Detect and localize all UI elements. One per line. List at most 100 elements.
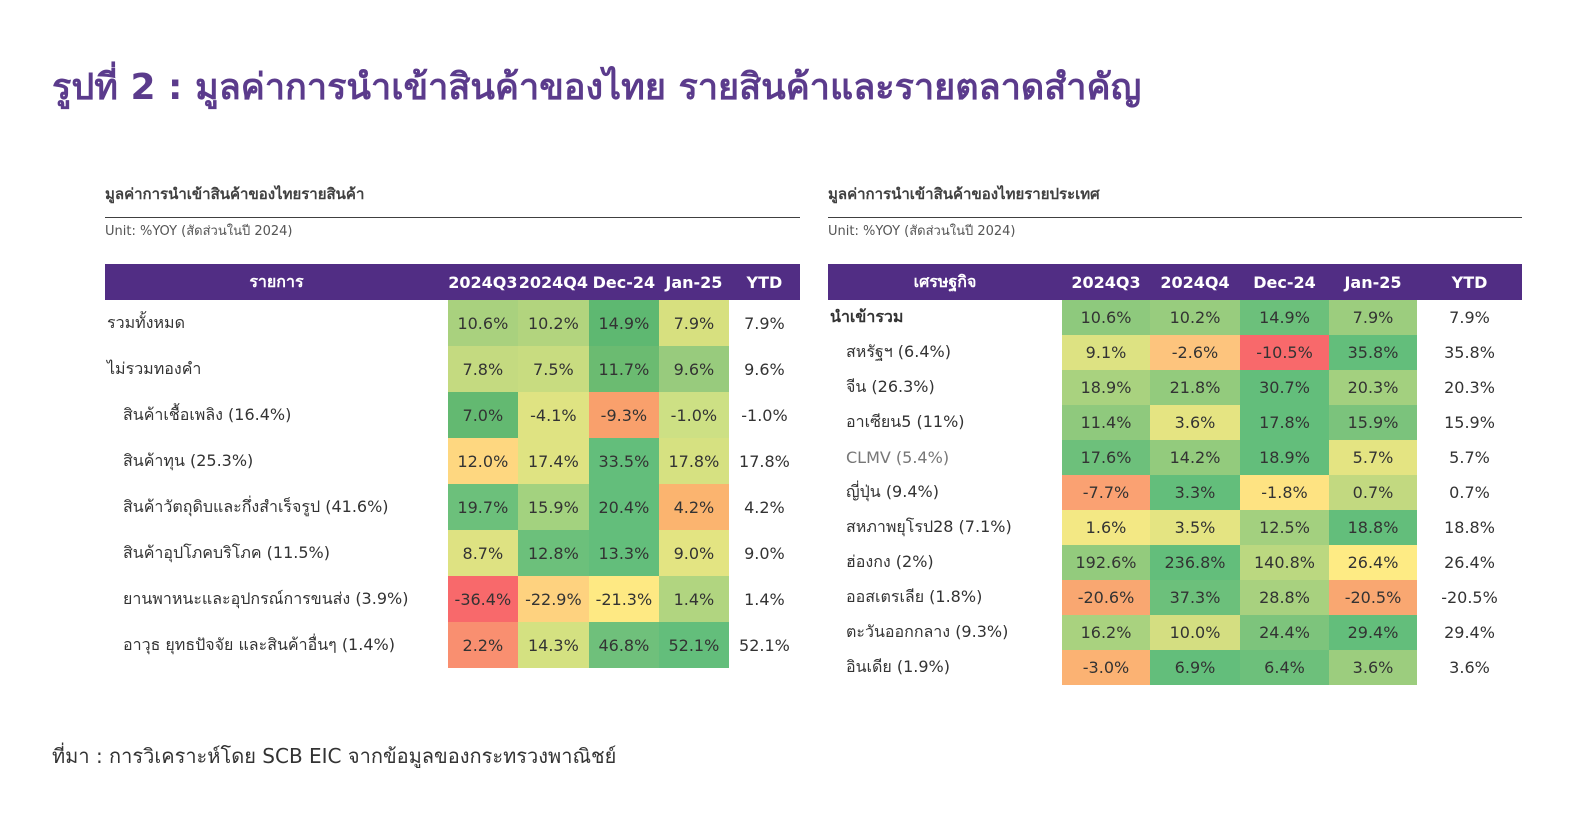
product-col-header: Jan-25 [658,264,729,300]
figure-title: รูปที่ 2 : มูลค่าการนำเข้าสินค้าของไทย ร… [52,67,1142,108]
country-heat-cell: 5.7% [1329,440,1417,475]
country-unit-label: Unit: %YOY (สัดส่วนในปี 2024) [828,224,1016,239]
country-heat-cell: 9.1% [1062,335,1150,370]
country-row: นำเข้ารวม 10.6% 10.2% 14.9% 7.9% 7.9% [828,300,1522,335]
country-heat-cell: -20.5% [1329,580,1417,615]
country-row-label: ออสเตรเลีย (1.8%) [846,587,983,606]
country-heat-cell: 24.4% [1240,615,1329,650]
product-heat-cell: -9.3% [588,392,659,438]
product-heatmap-table: รายการ 2024Q3 2024Q4 Dec-24 Jan-25 YTD ร… [105,264,800,668]
country-heat-cell: 11.4% [1062,405,1150,440]
product-row-label: อาวุธ ยุทธปัจจัย และสินค้าอื่นๆ (1.4%) [123,634,395,654]
product-panel: มูลค่าการนำเข้าสินค้าของไทยรายสินค้า Uni… [105,183,800,668]
country-ytd-cell: 29.4% [1417,615,1522,650]
product-row: อาวุธ ยุทธปัจจัย และสินค้าอื่นๆ (1.4%) 2.… [105,622,800,668]
product-heat-cell: 7.5% [517,346,589,392]
product-heat-cell: 46.8% [588,622,659,668]
country-header-label: เศรษฐกิจ [828,264,1062,300]
country-heat-cell: 7.9% [1329,300,1417,335]
product-header-row: รายการ 2024Q3 2024Q4 Dec-24 Jan-25 YTD [105,264,800,300]
country-row: ฮ่องกง (2%) 192.6% 236.8% 140.8% 26.4% 26.4% [828,545,1522,580]
country-heat-cell: 35.8% [1329,335,1417,370]
country-heat-cell: -1.8% [1240,475,1329,510]
product-row: ยานพาหนะและอุปกรณ์การขนส่ง (3.9%) -36.4% -… [105,576,800,622]
product-heat-cell: 7.8% [447,346,518,392]
country-heat-cell: 1.6% [1062,510,1150,545]
country-heat-cell: 18.8% [1329,510,1417,545]
country-heat-cell: 10.6% [1062,300,1150,335]
product-ytd-cell: 9.6% [728,346,800,392]
country-heat-cell: 20.3% [1329,370,1417,405]
product-row: สินค้าเชื้อเพลิง (16.4%) 7.0% -4.1% -9.3% -1… [105,392,800,438]
product-heat-cell: 12.0% [447,438,518,484]
country-heat-cell: -10.5% [1240,335,1329,370]
product-heat-cell: -1.0% [658,392,729,438]
country-heat-cell: 236.8% [1150,545,1240,580]
product-row-label: สินค้าวัตถุดิบและกึ่งสำเร็จรูป (41.6%) [123,496,389,516]
product-heat-cell: 52.1% [658,622,729,668]
country-row: สหรัฐฯ (6.4%) 9.1% -2.6% -10.5% 35.8% 35.8% [828,335,1522,370]
product-row-label: ไม่รวมทองคำ [107,358,202,378]
country-col-header: YTD [1417,264,1522,300]
country-heat-cell: 37.3% [1150,580,1240,615]
product-heat-cell: -21.3% [588,576,659,622]
product-col-header: Dec-24 [588,264,659,300]
product-row: สินค้าวัตถุดิบและกึ่งสำเร็จรูป (41.6%) 19… [105,484,800,530]
product-row-label: รวมทั้งหมด [107,312,185,332]
country-heat-cell: 30.7% [1240,370,1329,405]
country-col-header: 2024Q4 [1150,264,1240,300]
country-ytd-cell: 20.3% [1417,370,1522,405]
country-ytd-cell: 15.9% [1417,405,1522,440]
country-heat-cell: 3.3% [1150,475,1240,510]
country-panel: มูลค่าการนำเข้าสินค้าของไทยรายประเทศ Uni… [828,183,1522,685]
country-heat-cell: 18.9% [1062,370,1150,405]
country-ytd-cell: -20.5% [1417,580,1522,615]
product-ytd-cell: 1.4% [728,576,800,622]
country-row: ออสเตรเลีย (1.8%) -20.6% 37.3% 28.8% -20.5% -… [828,580,1522,615]
country-heat-cell: 10.0% [1150,615,1240,650]
country-heat-cell: 0.7% [1329,475,1417,510]
country-row: CLMV (5.4%) 17.6% 14.2% 18.9% 5.7% 5.7% [828,440,1522,475]
product-table-title: มูลค่าการนำเข้าสินค้าของไทยรายสินค้า [105,183,800,218]
country-heat-cell: -3.0% [1062,650,1150,685]
country-row-label: CLMV (5.4%) [846,448,950,467]
country-row-label: สหรัฐฯ (6.4%) [846,342,951,361]
product-row-label: สินค้าเชื้อเพลิง (16.4%) [123,404,292,424]
country-heatmap-table: เศรษฐกิจ 2024Q3 2024Q4 Dec-24 Jan-25 YTD… [828,264,1522,685]
product-heat-cell: -4.1% [517,392,589,438]
country-row-label: สหภาพยุโรป28 (7.1%) [846,517,1012,536]
country-heat-cell: 140.8% [1240,545,1329,580]
product-ytd-cell: 4.2% [728,484,800,530]
product-heat-cell: 33.5% [588,438,659,484]
product-heat-cell: 7.9% [658,300,729,346]
product-row-label: ยานพาหนะและอุปกรณ์การขนส่ง (3.9%) [123,588,409,608]
country-heat-cell: -7.7% [1062,475,1150,510]
product-heat-cell: 9.0% [658,530,729,576]
product-heat-cell: 12.8% [517,530,589,576]
product-unit-label: Unit: %YOY (สัดส่วนในปี 2024) [105,224,293,239]
product-heat-cell: 8.7% [447,530,518,576]
product-heat-cell: -36.4% [447,576,518,622]
product-ytd-cell: 9.0% [728,530,800,576]
country-row: สหภาพยุโรป28 (7.1%) 1.6% 3.5% 12.5% 18.8% 18.… [828,510,1522,545]
country-ytd-cell: 5.7% [1417,440,1522,475]
country-heat-cell: 26.4% [1329,545,1417,580]
country-row: ญี่ปุ่น (9.4%) -7.7% 3.3% -1.8% 0.7% 0.7% [828,475,1522,510]
country-heat-cell: 10.2% [1150,300,1240,335]
country-heat-cell: 3.6% [1329,650,1417,685]
country-heat-cell: -2.6% [1150,335,1240,370]
country-heat-cell: 17.6% [1062,440,1150,475]
product-heat-cell: 14.3% [517,622,589,668]
product-col-header: 2024Q3 [447,264,518,300]
product-heat-cell: 19.7% [447,484,518,530]
product-heat-cell: 7.0% [447,392,518,438]
source-note: ที่มา : การวิเคราะห์โดย SCB EIC จากข้อมู… [52,744,617,768]
country-col-header: 2024Q3 [1062,264,1150,300]
country-heat-cell: 6.4% [1240,650,1329,685]
product-heat-cell: 4.2% [658,484,729,530]
country-heat-cell: 14.2% [1150,440,1240,475]
country-heat-cell: 3.5% [1150,510,1240,545]
country-ytd-cell: 0.7% [1417,475,1522,510]
product-row: ไม่รวมทองคำ 7.8% 7.5% 11.7% 9.6% 9.6% [105,346,800,392]
country-heat-cell: 192.6% [1062,545,1150,580]
